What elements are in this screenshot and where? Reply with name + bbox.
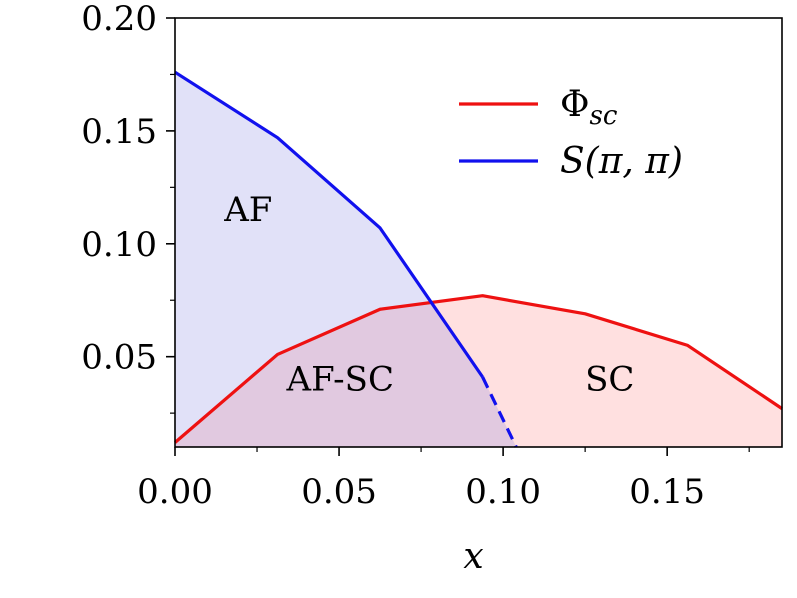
region-label-af: AF	[223, 190, 272, 230]
y-tick-label: 0.15	[81, 112, 157, 152]
legend-label-s-pi-pi: S(π, π)	[560, 141, 683, 182]
legend: Φsc S(π, π)	[459, 84, 683, 182]
series-line-s-pi-pi	[174, 70, 484, 378]
series-line-phi-sc	[173, 294, 783, 444]
x-tick-label: 0.15	[629, 472, 705, 512]
region-label-af-sc: AF-SC	[286, 360, 394, 400]
af-region-fill	[175, 72, 517, 447]
x-axis-ticks: 0.00 0.05 0.10 0.15	[137, 447, 750, 512]
x-tick-label: 0.10	[465, 472, 541, 512]
region-labels: AF AF-SC SC	[223, 190, 634, 399]
series-line-s-pi-pi-extrapolated	[481, 376, 518, 448]
y-axis-ticks: 0.05 0.10 0.15 0.20	[81, 0, 175, 414]
plot-frame	[174, 17, 783, 448]
series-lines	[173, 70, 783, 448]
y-tick-label: 0.20	[81, 0, 157, 39]
x-tick-label: 0.00	[137, 472, 213, 512]
x-tick-label: 0.05	[301, 472, 377, 512]
region-label-sc: SC	[585, 360, 634, 400]
legend-label-phi-sc: Φsc	[560, 84, 618, 131]
region-fills	[175, 72, 782, 447]
x-axis-title: x	[463, 536, 483, 577]
y-tick-label: 0.10	[81, 225, 157, 265]
axes	[174, 17, 783, 448]
y-tick-label: 0.05	[81, 338, 157, 378]
